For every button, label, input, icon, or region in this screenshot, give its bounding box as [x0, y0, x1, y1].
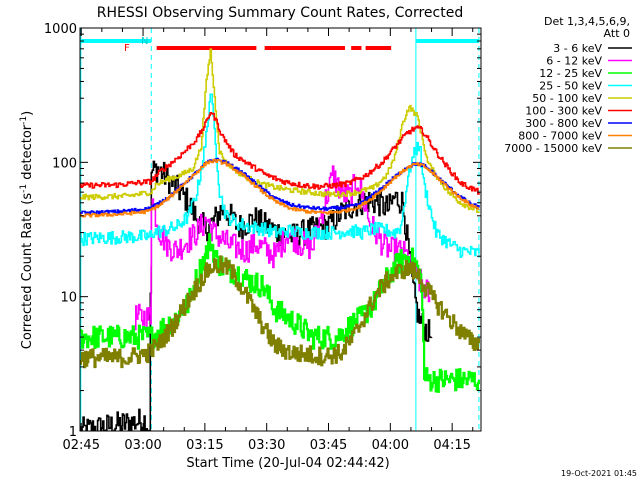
- y-tick-label: 100: [52, 156, 77, 171]
- y-tick-label: 1: [69, 425, 77, 440]
- y-tick-label: 1000: [44, 22, 77, 37]
- series-line-800-7000-kev: [80, 158, 480, 218]
- series-line-3-6-kev: [80, 160, 433, 431]
- svg-text:Corrected Count Rate (s-1 dete: Corrected Count Rate (s-1 detector-1): [19, 111, 35, 349]
- legend-entry-label: 50 - 100 keV: [532, 92, 602, 105]
- x-tick-label: 04:00: [372, 438, 409, 453]
- series-line-12-25-kev: [80, 233, 480, 393]
- legend-entry-label: 3 - 6 keV: [553, 42, 602, 55]
- legend-header: Att 0: [604, 27, 630, 40]
- series-line-7000-15000-kev: [80, 255, 480, 369]
- legend-header: Det 1,3,4,5,6,9,: [544, 15, 630, 28]
- x-tick-label: 03:15: [186, 438, 223, 453]
- x-tick-label: 02:45: [63, 438, 100, 453]
- generated-timestamp: 19-Oct-2021 01:45: [561, 469, 637, 478]
- y-tick-label: 10: [60, 291, 77, 306]
- plot-frame: [79, 27, 482, 432]
- x-tick-label: 03:30: [248, 438, 285, 453]
- series-line-100-300-kev: [80, 112, 480, 195]
- series-line-6-12-kev: [134, 165, 431, 331]
- legend-entry-label: 800 - 7000 keV: [518, 130, 602, 143]
- legend-entry-label: 12 - 25 keV: [539, 67, 602, 80]
- night-flag-label: N: [141, 36, 148, 47]
- series-line-50-100-kev: [80, 48, 480, 213]
- legend-entry-label: 100 - 300 keV: [525, 105, 602, 118]
- chart-title: RHESSI Observing Summary Count Rates, Co…: [97, 5, 463, 21]
- series-line-25-50-kev: [80, 93, 480, 258]
- legend-entry-label: 25 - 50 keV: [539, 80, 602, 93]
- x-tick-label: 04:15: [433, 438, 470, 453]
- x-tick-label: 03:00: [124, 438, 161, 453]
- legend-entry-label: 300 - 800 keV: [525, 117, 602, 130]
- flare-flag-label: F: [124, 43, 130, 54]
- x-tick-label: 03:45: [310, 438, 347, 453]
- y-axis-label: Corrected Count Rate (s-1 detector-1): [19, 111, 35, 349]
- legend-entry-label: 7000 - 15000 keV: [504, 142, 602, 155]
- legend-entry-label: 6 - 12 keV: [546, 55, 602, 68]
- x-axis-label: Start Time (20-Jul-04 02:44:42): [186, 456, 389, 471]
